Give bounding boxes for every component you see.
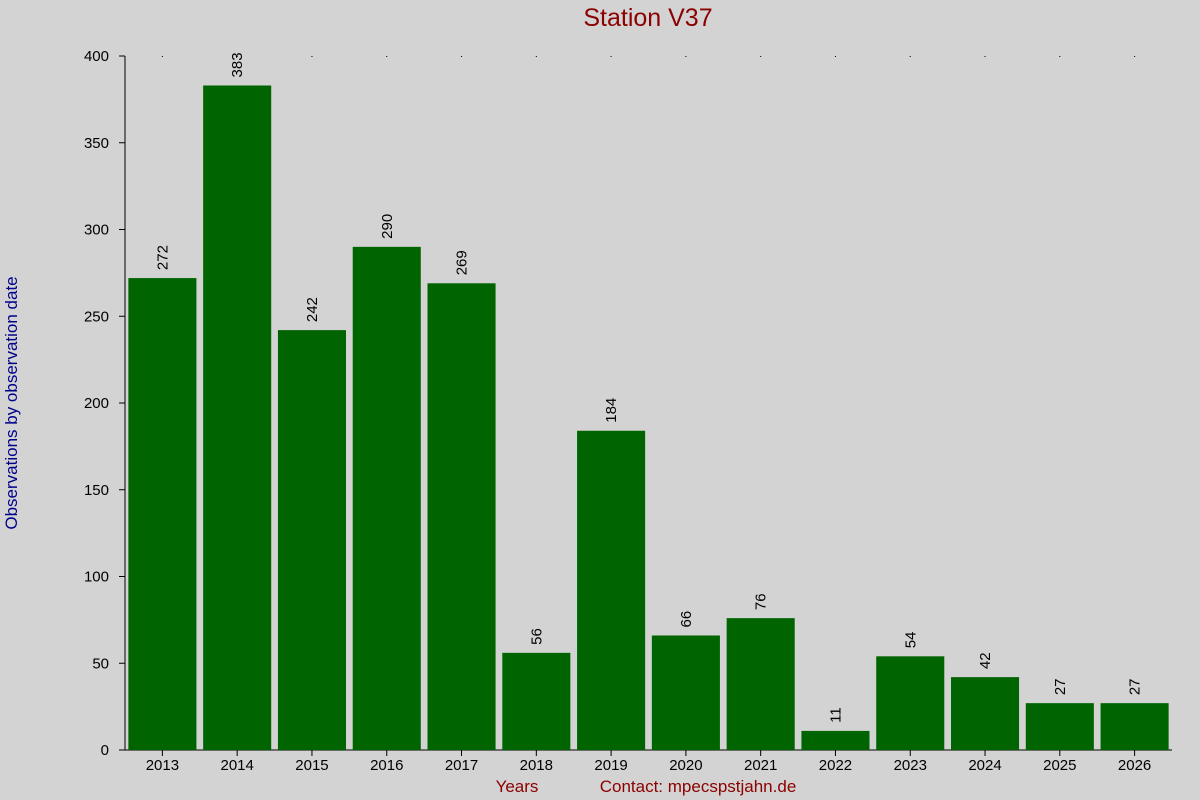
y-tick-label: 50 — [92, 655, 109, 672]
y-tick-label: 200 — [84, 395, 109, 412]
annotation: Contact: mpecspstjahn.de — [600, 777, 797, 796]
x-tick-label: 2016 — [370, 757, 403, 774]
y-tick-label: 250 — [84, 308, 109, 325]
value-label: 27 — [1052, 678, 1069, 695]
x-tick-label: 2026 — [1118, 757, 1151, 774]
bar — [876, 656, 945, 750]
x-tick-label: 2013 — [146, 757, 179, 774]
bar — [1025, 703, 1094, 750]
bar — [502, 652, 571, 750]
value-label: 56 — [528, 628, 545, 645]
value-label: 11 — [827, 707, 844, 723]
x-tick-label: 2020 — [669, 757, 702, 774]
value-label: 383 — [229, 52, 246, 77]
x-tick-label: 2014 — [220, 757, 253, 774]
y-tick-label: 400 — [84, 48, 109, 65]
value-label: 269 — [454, 250, 471, 275]
value-label: 76 — [753, 593, 770, 610]
y-tick-label: 350 — [84, 135, 109, 152]
y-tick-label: 300 — [84, 222, 109, 239]
y-tick-label: 0 — [101, 742, 109, 759]
y-tick-label: 100 — [84, 569, 109, 586]
value-label: 42 — [977, 652, 994, 669]
bar — [1100, 703, 1169, 750]
bar — [726, 618, 795, 750]
x-tick-label: 2023 — [894, 757, 927, 774]
value-label: 272 — [154, 245, 171, 270]
bar — [427, 283, 496, 750]
value-label: 54 — [902, 632, 919, 649]
y-axis-label: Observations by observation date — [2, 276, 21, 529]
x-tick-label: 2021 — [744, 757, 777, 774]
x-tick-label: 2017 — [445, 757, 478, 774]
value-label: 290 — [379, 214, 396, 239]
x-tick-label: 2022 — [819, 757, 852, 774]
y-tick-label: 150 — [84, 482, 109, 499]
x-tick-label: 2015 — [295, 757, 328, 774]
value-label: 27 — [1127, 678, 1144, 695]
x-tick-label: 2024 — [968, 757, 1001, 774]
bar — [203, 85, 272, 751]
x-tick-label: 2025 — [1043, 757, 1076, 774]
bar — [577, 430, 646, 750]
chart-title: Station V37 — [583, 4, 712, 32]
value-label: 66 — [678, 611, 695, 628]
value-label: 242 — [304, 297, 321, 322]
value-label: 184 — [603, 398, 620, 423]
bar — [651, 635, 720, 750]
bar — [352, 246, 421, 750]
x-tick-label: 2019 — [594, 757, 627, 774]
x-axis-label: Years — [496, 777, 539, 796]
bar — [128, 278, 197, 750]
bar — [951, 677, 1020, 750]
bar — [801, 730, 870, 750]
bar — [277, 330, 346, 750]
x-tick-label: 2018 — [520, 757, 553, 774]
